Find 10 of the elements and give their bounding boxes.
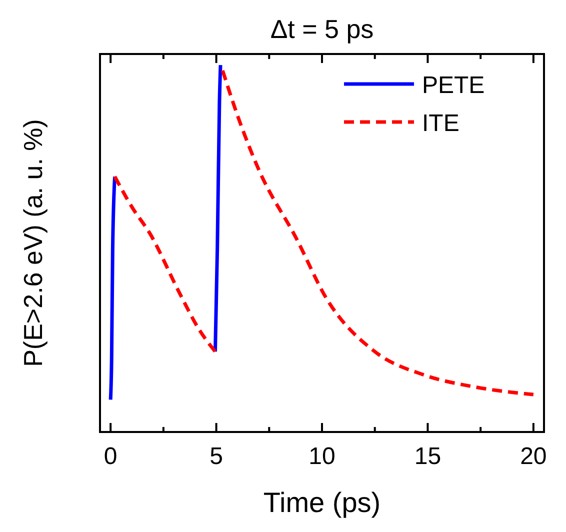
x-tick-label: 5 xyxy=(210,443,223,470)
chart-title: Δt = 5 ps xyxy=(270,14,374,44)
x-axis-title: Time (ps) xyxy=(263,487,381,518)
legend-label: PETE xyxy=(422,72,485,99)
x-tick-label: 10 xyxy=(308,443,336,470)
y-axis-title: P(E>2.6 eV) (a. u. %) xyxy=(18,119,48,367)
x-tick-label: 0 xyxy=(104,443,118,470)
x-tick-label: 20 xyxy=(520,443,547,470)
legend-label: ITE xyxy=(422,110,460,137)
x-tick-label: 15 xyxy=(414,443,442,470)
